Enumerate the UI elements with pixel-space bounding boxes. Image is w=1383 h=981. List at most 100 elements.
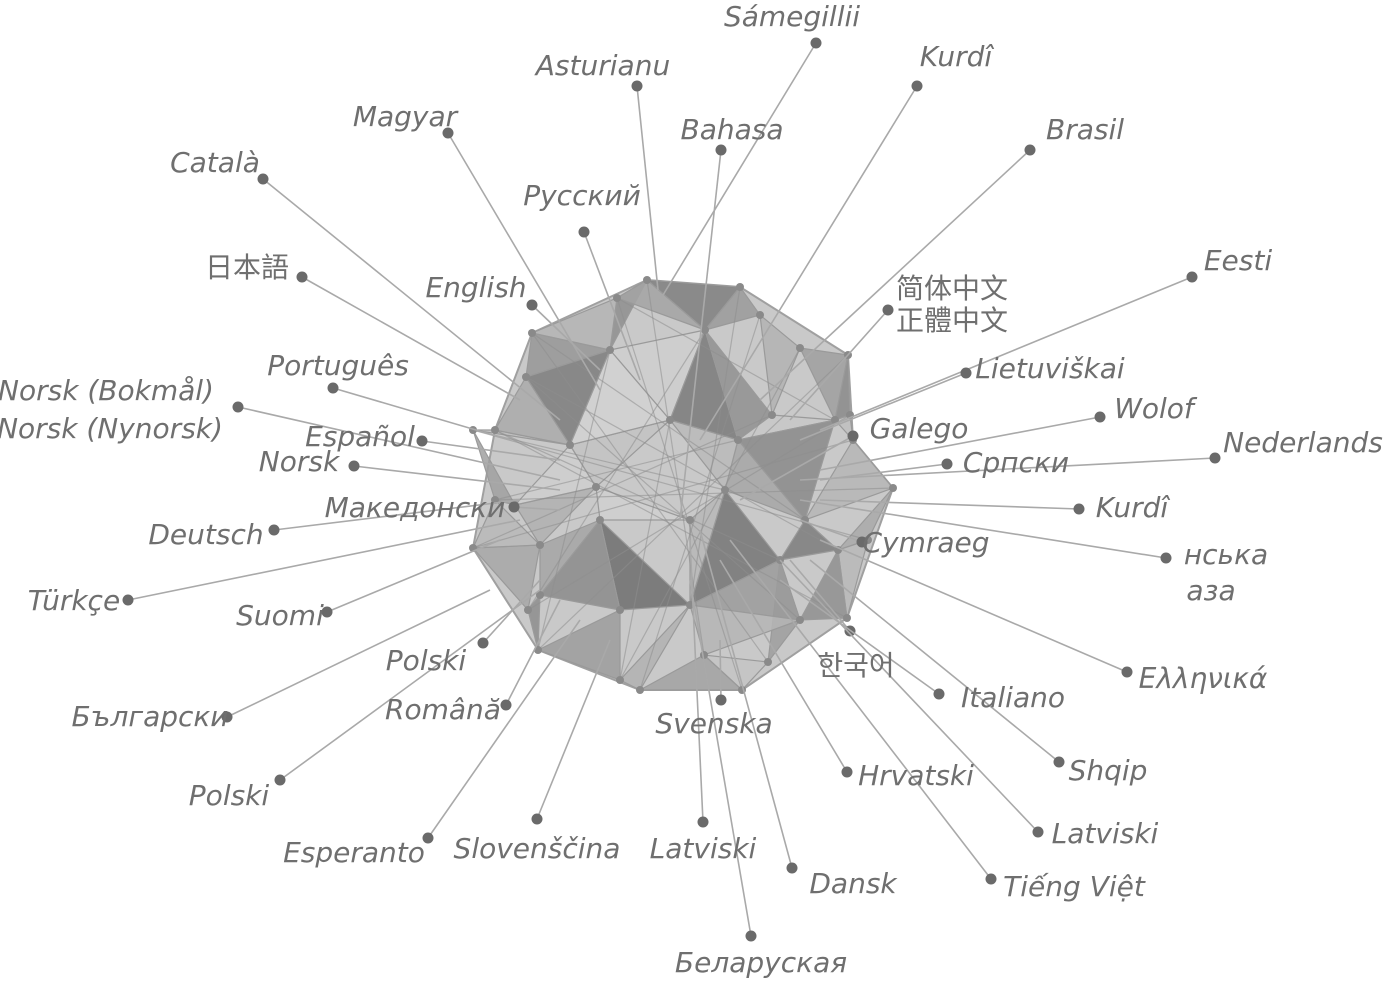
leader-line: [636, 85, 659, 291]
language-link-asturianu[interactable]: Asturianu: [534, 49, 670, 82]
label-dot: [442, 127, 454, 139]
label-dot: [422, 832, 434, 844]
language-link-galego[interactable]: Galego: [870, 412, 969, 445]
leader-line: [679, 149, 722, 521]
label-dot: [841, 766, 853, 778]
globe-vertex: [643, 276, 651, 284]
language-link-kurdi-2[interactable]: Kurdî: [1096, 491, 1171, 524]
leader-line: [332, 387, 511, 441]
leader-line: [729, 539, 992, 880]
language-link-dansk[interactable]: Dansk: [809, 867, 898, 900]
label-dot: [122, 594, 134, 606]
leader-line: [819, 499, 1080, 510]
language-link-samegillii[interactable]: Sámegillii: [724, 0, 860, 33]
globe-vertex: [491, 426, 499, 434]
language-link-catala[interactable]: Català: [170, 146, 260, 179]
leader-line: [789, 559, 851, 632]
globe-vertex: [736, 283, 744, 291]
language-link-norsk[interactable]: Norsk: [259, 445, 341, 478]
globe-vertex: [831, 416, 839, 424]
globe-vertex: [613, 294, 621, 302]
label-dot: [268, 524, 280, 536]
label-dot: [847, 430, 859, 442]
language-link-nska-line1[interactable]: нська: [1184, 538, 1268, 571]
globe-vertex: [592, 483, 600, 491]
label-dot: [715, 144, 727, 156]
globe-vertex: [606, 346, 614, 354]
language-link-english[interactable]: English: [425, 271, 526, 304]
label-dot: [477, 637, 489, 649]
language-link-latviski-1[interactable]: Latviski: [1052, 817, 1159, 850]
globe-edge: [639, 314, 761, 691]
language-link-turkce[interactable]: Türkçe: [28, 584, 120, 617]
language-link-eesti[interactable]: Eesti: [1204, 244, 1272, 277]
leader-line: [779, 579, 940, 695]
leader-line: [699, 529, 793, 869]
language-link-srpski[interactable]: Српски: [963, 446, 1069, 479]
language-link-nska-line2[interactable]: аза: [1186, 574, 1235, 607]
language-link-nihongo[interactable]: 日本語: [205, 251, 289, 284]
globe-edge: [472, 414, 773, 549]
globe-vertex: [686, 601, 694, 609]
language-link-makedonski[interactable]: Македонски: [325, 491, 506, 524]
language-link-deutsch[interactable]: Deutsch: [148, 518, 263, 551]
globe-edge: [494, 487, 894, 501]
language-link-brasil[interactable]: Brasil: [1046, 113, 1124, 146]
language-link-tieng-viet[interactable]: Tiếng Việt: [1003, 870, 1146, 903]
label-dot: [500, 699, 512, 711]
leader-line: [583, 231, 641, 381]
language-link-magyar[interactable]: Magyar: [353, 100, 459, 133]
leader-line: [819, 276, 1193, 431]
language-link-russkiy[interactable]: Русский: [523, 179, 641, 212]
globe-edge: [616, 297, 836, 421]
leader-lines: [122, 37, 1221, 942]
language-link-nederlands[interactable]: Nederlands: [1223, 426, 1383, 459]
globe-edge: [494, 429, 781, 561]
language-link-slovenscina[interactable]: Slovenščina: [454, 832, 621, 865]
leader-line: [279, 589, 541, 781]
language-link-zh-traditional[interactable]: 正體中文: [896, 304, 1008, 337]
language-link-zh-simplified[interactable]: 简体中文: [896, 272, 1008, 305]
language-link-italiano[interactable]: Italiano: [961, 681, 1065, 714]
globe-edge: [472, 429, 726, 491]
globe-vertex: [756, 311, 764, 319]
leader-line: [301, 276, 521, 401]
language-link-polski-2[interactable]: Polski: [189, 779, 270, 812]
language-link-wolof[interactable]: Wolof: [1114, 392, 1198, 425]
label-dot: [856, 536, 868, 548]
globe-vertex: [616, 676, 624, 684]
leader-line: [719, 639, 722, 701]
globe-edge: [616, 297, 743, 691]
language-link-norsk-nynorsk[interactable]: Norsk (Nynorsk): [0, 412, 223, 445]
language-link-ellinika[interactable]: Ελληνικά: [1139, 662, 1268, 695]
label-dot: [882, 304, 894, 316]
language-link-polski-1[interactable]: Polski: [386, 644, 467, 677]
language-link-kurdi-1[interactable]: Kurdî: [920, 40, 995, 73]
language-link-bulgarski[interactable]: Български: [71, 700, 228, 733]
language-link-shqip[interactable]: Shqip: [1069, 754, 1148, 787]
language-link-bahasa[interactable]: Bahasa: [680, 113, 783, 146]
leader-line: [819, 463, 948, 481]
language-link-hrvatski[interactable]: Hrvatski: [858, 759, 974, 792]
leader-line: [689, 579, 752, 937]
language-link-espanol[interactable]: Español: [305, 420, 415, 453]
globe-vertex: [616, 606, 624, 614]
language-link-svenska[interactable]: Svenska: [655, 707, 772, 740]
language-link-esperanto[interactable]: Esperanto: [283, 836, 425, 869]
language-link-cymraeg[interactable]: Cymraeg: [862, 526, 989, 559]
language-link-korean[interactable]: 한국어: [817, 649, 894, 682]
language-link-portugues[interactable]: Português: [267, 349, 409, 382]
label-dot: [232, 401, 244, 413]
label-dot: [810, 37, 822, 49]
language-link-lietuviskai[interactable]: Lietuviškai: [975, 352, 1125, 385]
globe-vertex: [889, 484, 897, 492]
language-link-latviski-2[interactable]: Latviski: [650, 832, 757, 865]
leader-line: [353, 465, 561, 491]
language-link-belaruskaya[interactable]: Беларуская: [675, 946, 847, 979]
leader-line: [237, 406, 561, 481]
language-link-romana[interactable]: Română: [385, 693, 501, 726]
language-link-norsk-bokmal[interactable]: Norsk (Bokmål): [0, 374, 214, 407]
language-link-suomi[interactable]: Suomi: [236, 599, 324, 632]
